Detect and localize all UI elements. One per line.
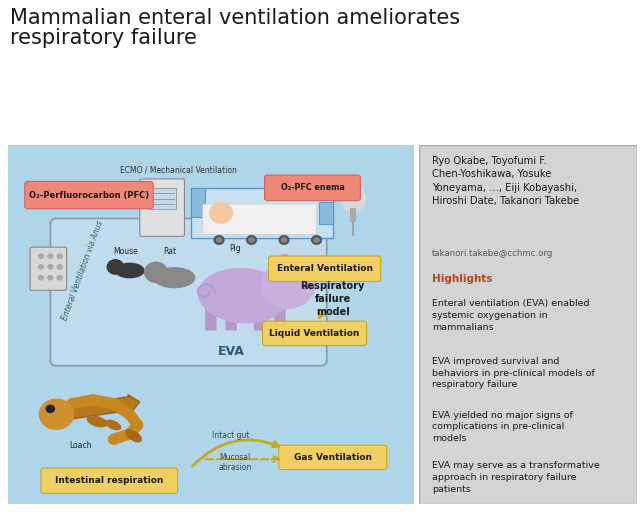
Text: Intestinal respiration: Intestinal respiration: [55, 476, 163, 485]
FancyBboxPatch shape: [30, 247, 67, 290]
Circle shape: [216, 238, 221, 242]
Ellipse shape: [126, 430, 141, 442]
Circle shape: [57, 254, 62, 258]
Text: Gas Ventilation: Gas Ventilation: [294, 453, 372, 462]
Circle shape: [108, 260, 124, 274]
FancyBboxPatch shape: [41, 468, 177, 493]
Text: Mucosal
abrasion: Mucosal abrasion: [219, 452, 252, 472]
Circle shape: [309, 284, 314, 289]
Text: Liquid Ventilation: Liquid Ventilation: [269, 329, 360, 338]
FancyBboxPatch shape: [51, 218, 326, 366]
Text: Intact gut: Intact gut: [212, 431, 250, 439]
Circle shape: [38, 265, 44, 269]
FancyBboxPatch shape: [205, 308, 216, 330]
Text: EVA may serve as a transformative
approach in respiratory failure
patients: EVA may serve as a transformative approa…: [432, 461, 600, 494]
Text: ECMO / Mechanical Ventilation: ECMO / Mechanical Ventilation: [120, 165, 237, 174]
Circle shape: [282, 238, 287, 242]
Ellipse shape: [341, 185, 365, 212]
Circle shape: [40, 399, 74, 429]
Circle shape: [312, 236, 321, 245]
FancyBboxPatch shape: [148, 188, 177, 209]
Text: Enteral ventilation (EVA) enabled
systemic oxygenation in
mammalians: Enteral ventilation (EVA) enabled system…: [432, 299, 589, 332]
Text: Enteral Ventilation via Anus: Enteral Ventilation via Anus: [61, 219, 105, 322]
FancyBboxPatch shape: [262, 321, 367, 346]
Text: EVA improved survival and
behaviors in pre-clinical models of
respiratory failur: EVA improved survival and behaviors in p…: [432, 357, 595, 389]
FancyBboxPatch shape: [4, 141, 418, 508]
FancyArrow shape: [55, 394, 140, 421]
FancyBboxPatch shape: [275, 308, 285, 330]
FancyBboxPatch shape: [140, 179, 184, 236]
Circle shape: [210, 203, 232, 223]
Text: Mammalian enteral ventilation ameliorates: Mammalian enteral ventilation ameliorate…: [10, 8, 460, 28]
FancyBboxPatch shape: [264, 175, 360, 201]
FancyBboxPatch shape: [225, 308, 237, 330]
Ellipse shape: [115, 263, 144, 278]
Text: Mouse: Mouse: [113, 247, 138, 256]
FancyBboxPatch shape: [269, 256, 381, 281]
Circle shape: [48, 254, 52, 258]
FancyBboxPatch shape: [203, 204, 317, 235]
Circle shape: [145, 262, 168, 282]
Ellipse shape: [278, 254, 291, 270]
Circle shape: [303, 284, 308, 289]
Ellipse shape: [88, 416, 107, 427]
Circle shape: [279, 236, 289, 245]
Circle shape: [38, 254, 44, 258]
Text: EVA yielded no major signs of
complications in pre-clinical
models: EVA yielded no major signs of complicati…: [432, 410, 573, 443]
Circle shape: [214, 236, 224, 245]
Text: O₂-PFC enema: O₂-PFC enema: [280, 184, 344, 192]
Circle shape: [57, 265, 62, 269]
Text: takanori.takebe@cchmc.org: takanori.takebe@cchmc.org: [432, 249, 554, 258]
Circle shape: [314, 238, 319, 242]
FancyBboxPatch shape: [319, 202, 333, 224]
Text: respiratory failure: respiratory failure: [10, 28, 196, 49]
FancyBboxPatch shape: [350, 208, 356, 222]
Circle shape: [246, 236, 257, 245]
FancyBboxPatch shape: [254, 308, 266, 330]
Circle shape: [57, 276, 62, 280]
Circle shape: [262, 262, 314, 308]
Text: Rat: Rat: [164, 247, 177, 256]
Circle shape: [48, 265, 52, 269]
Text: Ryo Okabe, Toyofumi F.
Chen-Yoshikawa, Yosuke
Yoneyama, ..., Eiji Kobayashi,
Hir: Ryo Okabe, Toyofumi F. Chen-Yoshikawa, Y…: [432, 156, 579, 206]
Text: O₂-Perfluorocarbon (PFC): O₂-Perfluorocarbon (PFC): [29, 191, 149, 200]
Ellipse shape: [106, 420, 121, 430]
Ellipse shape: [301, 282, 316, 292]
Text: Respiratory
failure
model: Respiratory failure model: [301, 281, 365, 317]
Circle shape: [249, 238, 254, 242]
FancyBboxPatch shape: [25, 181, 153, 209]
Text: Highlights: Highlights: [432, 274, 493, 284]
FancyBboxPatch shape: [419, 145, 637, 504]
FancyBboxPatch shape: [279, 445, 387, 469]
Text: EVA: EVA: [218, 345, 244, 358]
FancyBboxPatch shape: [191, 188, 205, 217]
Text: Pig: Pig: [230, 244, 241, 253]
Circle shape: [46, 405, 54, 413]
Circle shape: [38, 276, 44, 280]
Ellipse shape: [199, 269, 288, 323]
Circle shape: [48, 276, 52, 280]
Text: Enteral Ventilation: Enteral Ventilation: [276, 264, 372, 273]
Text: Loach: Loach: [70, 442, 92, 450]
FancyBboxPatch shape: [191, 188, 333, 238]
Ellipse shape: [154, 268, 195, 287]
